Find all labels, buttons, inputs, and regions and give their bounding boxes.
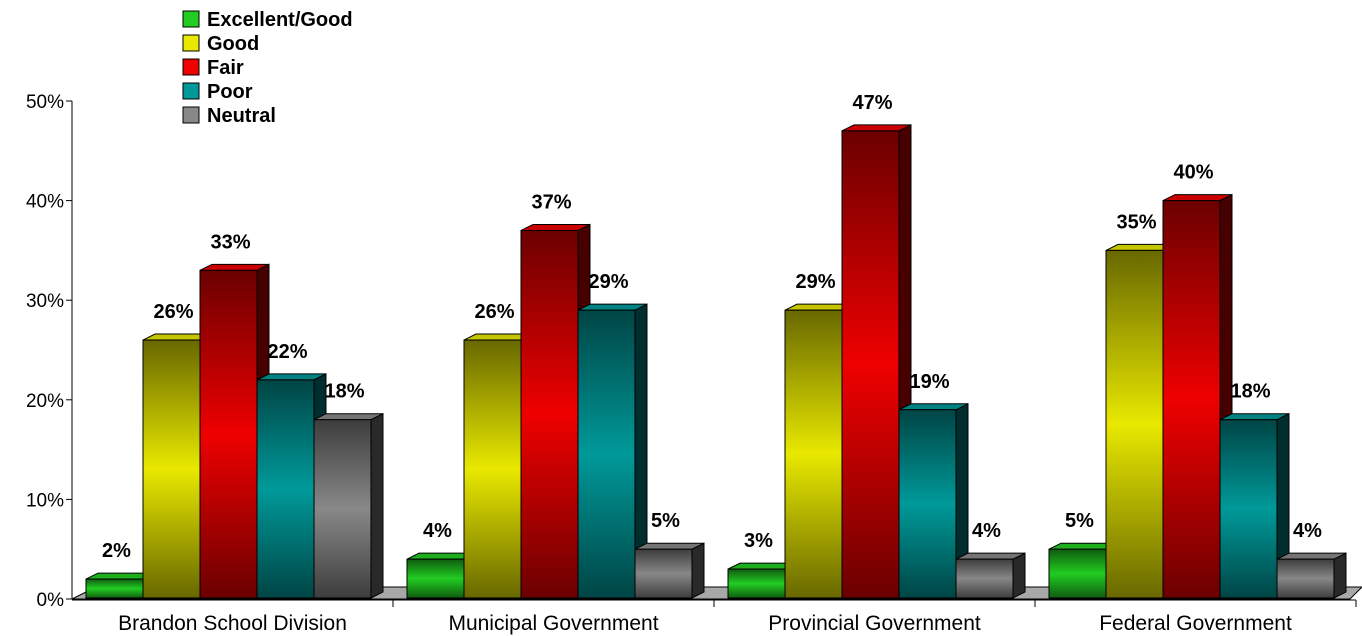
data-label: 26% [474,301,514,323]
bar-front [841,130,900,599]
data-label: 47% [852,92,892,114]
bar-top [256,373,327,381]
bar-top [1219,413,1290,421]
data-label: 40% [1173,162,1213,184]
bar-poor [577,303,648,599]
bar-front [463,339,522,599]
x-category-label: Federal Government [1099,612,1292,635]
legend-swatch [182,82,200,100]
legend-swatch [182,58,200,76]
legend-label: Fair [207,57,244,79]
x-category-label: Provincial Government [768,612,981,635]
legend-item: Excellent/Good [182,9,353,31]
y-tick-label: 30% [26,291,64,312]
bar-front [1162,200,1221,599]
x-category-label: Brandon School Division [118,612,347,635]
data-label: 19% [909,371,949,393]
bar-poor [898,402,969,599]
bar-side [691,542,705,599]
data-label: 29% [588,271,628,293]
data-label: 26% [153,301,193,323]
y-tick-label: 0% [37,590,65,611]
bar-top [955,552,1026,560]
data-label: 2% [102,540,131,562]
bar-top [520,223,591,231]
y-tick-label: 40% [26,192,64,213]
bar-top [841,124,912,132]
bar-front [520,229,579,599]
legend-swatch [182,106,200,124]
legend-item: Fair [182,57,244,79]
bar-top [199,263,270,271]
bar-front [1105,249,1164,599]
bar-top [634,542,705,550]
legend-label: Excellent/Good [207,9,353,31]
bar-front [256,379,315,599]
bar-top [313,413,384,421]
data-label: 18% [1230,381,1270,403]
bar-top [1162,194,1233,202]
bar-front [142,339,201,599]
bar-top [577,303,648,311]
bar-front [898,409,957,599]
legend-swatch [182,10,200,28]
bar-side [370,412,384,599]
data-label: 5% [651,510,680,532]
bar-front [199,269,258,599]
legend-label: Good [207,33,259,55]
x-category-label: Municipal Government [448,612,658,635]
legend-item: Poor [182,81,253,103]
legend-swatch [182,34,200,52]
bar-side [1333,552,1347,599]
legend-label: Poor [207,81,253,103]
bar-neutral [634,542,705,599]
data-label: 35% [1116,211,1156,233]
data-label: 4% [972,520,1001,542]
data-label: 33% [210,231,250,253]
y-tick-label: 20% [26,391,64,412]
data-label: 5% [1065,510,1094,532]
bar-top [898,403,969,411]
bar-front [1048,548,1107,599]
bar-top [1276,552,1347,560]
data-label: 18% [324,381,364,403]
data-label: 37% [531,191,571,213]
bar-neutral [955,552,1026,599]
data-label: 29% [795,271,835,293]
data-label: 22% [267,341,307,363]
bar-front [634,548,693,599]
legend-item: Good [182,33,259,55]
bar-front [784,309,843,599]
bar-front [1219,419,1278,599]
data-label: 4% [1293,520,1322,542]
bar-neutral [313,412,384,599]
bar-front [1276,558,1335,599]
y-tick-label: 50% [26,92,64,113]
bar-side [1012,552,1026,599]
bar-front [577,309,636,599]
data-label: 3% [744,530,773,552]
legend-label: Neutral [207,105,276,127]
bar-neutral [1276,552,1347,599]
bar-front [406,558,465,599]
y-tick-label: 10% [26,490,64,511]
data-label: 4% [423,520,452,542]
bar-poor [1219,412,1290,599]
bar-front [313,419,372,599]
legend-item: Neutral [182,105,276,127]
bar-front [85,578,144,599]
bar-front [727,568,786,599]
bar-front [955,558,1014,599]
